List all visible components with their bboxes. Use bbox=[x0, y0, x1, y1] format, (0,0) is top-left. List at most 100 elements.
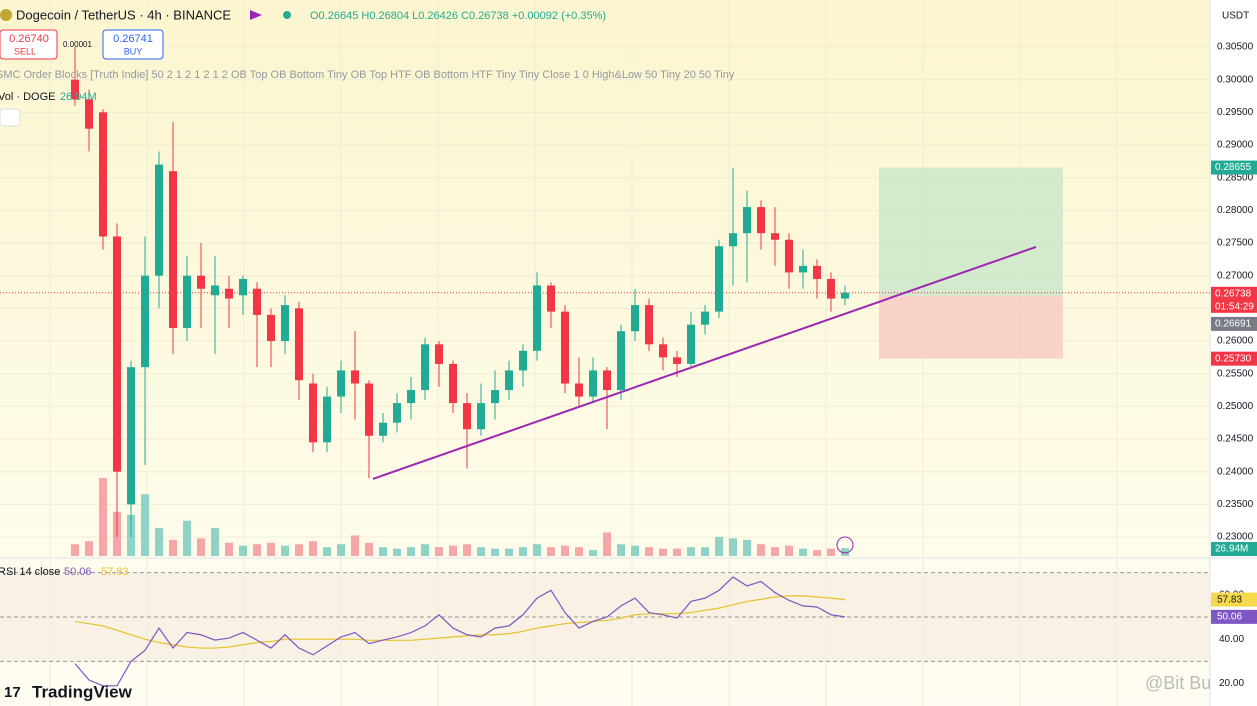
candle-body bbox=[393, 403, 401, 423]
volume-bar bbox=[183, 520, 191, 556]
volume-bar bbox=[85, 541, 93, 556]
y-tick-label: 0.27500 bbox=[1217, 238, 1254, 249]
volume-bar bbox=[365, 542, 373, 556]
candle-body bbox=[715, 246, 723, 312]
currency[interactable]: USDT bbox=[1222, 11, 1249, 22]
candle-body bbox=[841, 292, 849, 299]
candle-body bbox=[337, 370, 345, 397]
candle-body bbox=[421, 344, 429, 391]
candle-body bbox=[155, 164, 163, 276]
volume-bar bbox=[239, 545, 247, 556]
trendline bbox=[372, 245, 1037, 480]
volume-bar bbox=[757, 544, 765, 556]
volume-bar bbox=[337, 544, 345, 556]
volume-bar bbox=[323, 547, 331, 556]
volume-tag-bg bbox=[1211, 542, 1257, 556]
volume-bar bbox=[729, 538, 737, 556]
volume-bar bbox=[463, 544, 471, 556]
candle-body bbox=[141, 275, 149, 368]
candle-body bbox=[253, 288, 261, 315]
candle-body bbox=[85, 99, 93, 129]
sell-price: 0.26740 bbox=[9, 33, 49, 45]
collapse-button[interactable] bbox=[0, 108, 21, 127]
candle-body bbox=[491, 390, 499, 404]
y-tick-label: 0.29500 bbox=[1217, 107, 1254, 118]
candle-body bbox=[435, 344, 443, 364]
volume-bar bbox=[505, 548, 513, 556]
flag-icon bbox=[250, 10, 262, 20]
y-tick-label: 0.24000 bbox=[1217, 466, 1254, 477]
candle-body bbox=[309, 383, 317, 443]
volume-bar bbox=[841, 548, 849, 556]
candle-body bbox=[799, 265, 807, 273]
rsi-legend-value: 50.06 bbox=[64, 566, 92, 578]
volume-bar bbox=[477, 547, 485, 556]
rsi-ma-legend-value: 57.83 bbox=[101, 566, 129, 578]
candle-body bbox=[533, 285, 541, 351]
candle-body bbox=[323, 396, 331, 443]
volume-bar bbox=[827, 548, 835, 556]
coin-icon bbox=[0, 9, 12, 21]
ohlc: O0.26645 H0.26804 L0.26426 C0.26738 +0.0… bbox=[310, 10, 606, 22]
volume-bar bbox=[211, 528, 219, 556]
volume-bar bbox=[687, 547, 695, 556]
rsi-tick-label: 40.00 bbox=[1219, 634, 1244, 645]
y-tick-label: 0.30500 bbox=[1217, 42, 1254, 53]
alert-icon[interactable] bbox=[836, 536, 854, 554]
candle-body bbox=[687, 324, 695, 364]
indicator-legend: SMC Order Blocks [Truth Indie] 50 2 1 2 … bbox=[0, 69, 735, 81]
volume-bar bbox=[533, 544, 541, 556]
volume-bar bbox=[141, 494, 149, 556]
candle-body bbox=[757, 207, 765, 234]
candle-body bbox=[365, 383, 373, 436]
y-tick-label: 0.30000 bbox=[1217, 74, 1254, 85]
volume-tag: 26.94M bbox=[1215, 544, 1248, 555]
volume-bar bbox=[575, 547, 583, 556]
rsi-legend: RSI 14 close bbox=[0, 566, 60, 578]
stop-zone bbox=[879, 295, 1063, 359]
rsi-ma-tag: 57.83 bbox=[1217, 594, 1242, 605]
candle-body bbox=[127, 367, 135, 505]
volume-bar bbox=[701, 547, 709, 556]
candle-body bbox=[463, 403, 471, 430]
y-tick-label: 0.24500 bbox=[1217, 434, 1254, 445]
y-tick-label: 0.29000 bbox=[1217, 140, 1254, 151]
buy-button[interactable] bbox=[102, 29, 164, 60]
volume-bar bbox=[225, 542, 233, 556]
spread: 0.00001 bbox=[63, 40, 92, 49]
rsi-ma-line bbox=[74, 595, 846, 649]
volume-bar bbox=[561, 545, 569, 556]
market-status bbox=[283, 11, 291, 19]
volume-bar bbox=[351, 535, 359, 556]
brand-logo: 17 bbox=[4, 684, 21, 701]
volume-bar bbox=[435, 547, 443, 556]
candle-body bbox=[771, 233, 779, 240]
volume-bar bbox=[631, 545, 639, 556]
volume-bar bbox=[589, 550, 597, 556]
target-zone bbox=[879, 167, 1063, 296]
candle-body bbox=[561, 311, 569, 384]
brand: TradingView bbox=[32, 682, 133, 701]
y-tick-label: 0.23500 bbox=[1217, 499, 1254, 510]
candle-body bbox=[743, 207, 751, 234]
y-tick-label: 0.26000 bbox=[1217, 336, 1254, 347]
buy-price: 0.26741 bbox=[113, 33, 153, 45]
countdown: 01:54:29 bbox=[1215, 301, 1254, 312]
candle-body bbox=[659, 344, 667, 358]
volume-bar bbox=[393, 548, 401, 556]
volume-bar bbox=[407, 547, 415, 556]
candle-body bbox=[407, 390, 415, 404]
candle-body bbox=[351, 370, 359, 384]
sell-button[interactable] bbox=[0, 29, 58, 60]
rsi-tag-bg bbox=[1211, 609, 1257, 624]
volume-bar bbox=[267, 542, 275, 556]
candle-body bbox=[547, 285, 555, 312]
y-tick-label: 0.28000 bbox=[1217, 205, 1254, 216]
volume-bar bbox=[99, 478, 107, 556]
sell-label: SELL bbox=[14, 46, 36, 56]
volume-bar bbox=[771, 547, 779, 556]
candle-body bbox=[379, 422, 387, 436]
y-tick-label: 0.28500 bbox=[1217, 172, 1254, 183]
